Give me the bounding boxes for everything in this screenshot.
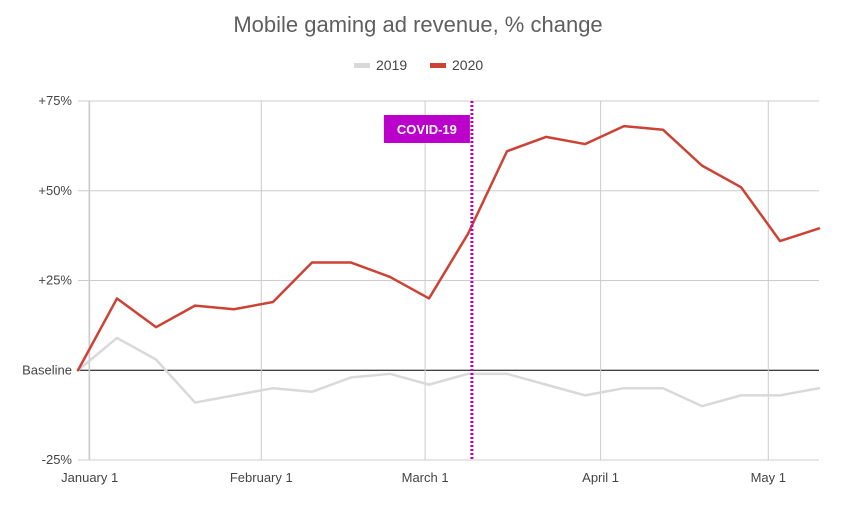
y-axis-ticks: +75% +50% +25% Baseline -25% <box>22 93 72 467</box>
series-line-2019 <box>76 336 821 408</box>
legend-swatch-2019 <box>354 63 370 68</box>
y-tick-label: +75% <box>38 93 72 108</box>
y-tick-label: Baseline <box>22 362 72 377</box>
gridlines <box>78 100 819 461</box>
y-tick-label: -25% <box>42 452 73 467</box>
x-tick-label: May 1 <box>751 470 786 485</box>
annotation-label: COVID-19 <box>397 122 457 137</box>
x-tick-label: March 1 <box>402 470 449 485</box>
y-tick-label: +50% <box>38 183 72 198</box>
x-axis-ticks: January 1 February 1 March 1 April 1 May 1 <box>61 470 786 485</box>
chart-title: Mobile gaming ad revenue, % change <box>233 12 602 37</box>
x-tick-label: April 1 <box>582 470 619 485</box>
x-tick-label: January 1 <box>61 470 118 485</box>
series-2020 <box>76 124 821 372</box>
legend-swatch-2020 <box>430 63 446 68</box>
annotation-label-bg <box>383 115 470 143</box>
legend: 2019 2020 <box>354 57 483 73</box>
x-tick-label: February 1 <box>230 470 293 485</box>
series-line-2020 <box>76 124 821 372</box>
series-lines <box>76 124 821 408</box>
annotations: COVID-19 <box>383 101 474 460</box>
legend-label-2019: 2019 <box>376 57 407 73</box>
legend-label-2020: 2020 <box>452 57 483 73</box>
y-tick-label: +25% <box>38 273 72 288</box>
series-2019 <box>76 336 821 408</box>
